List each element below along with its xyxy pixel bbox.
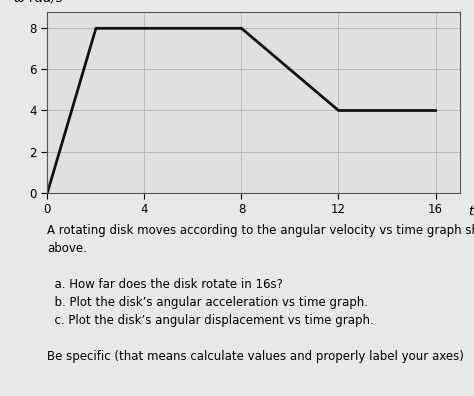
Text: A rotating disk moves according to the angular velocity vs time graph shown
abov: A rotating disk moves according to the a… <box>47 224 474 363</box>
Text: t(s): t(s) <box>468 205 474 218</box>
Text: ω rad/s: ω rad/s <box>14 0 63 5</box>
